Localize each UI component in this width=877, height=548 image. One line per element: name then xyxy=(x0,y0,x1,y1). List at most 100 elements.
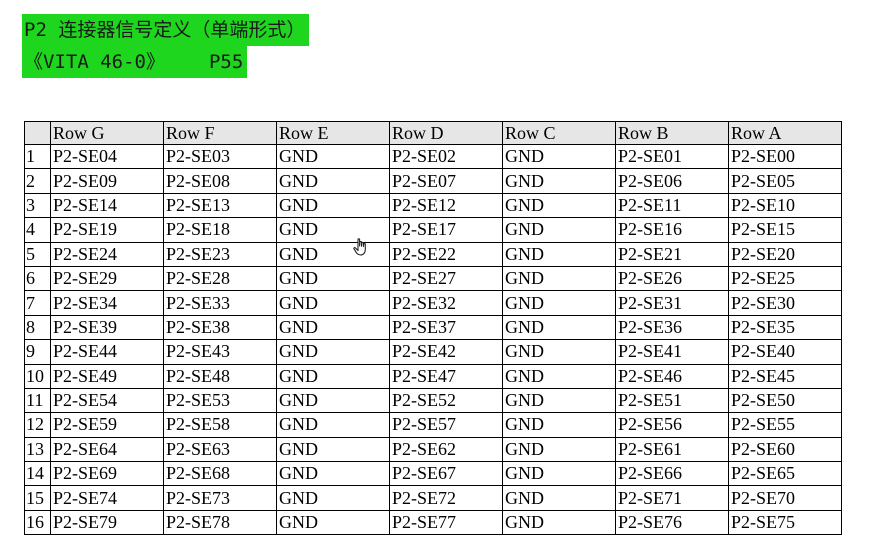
heading-block: P2 连接器信号定义（单端形式） 《VITA 46-0》 P55 xyxy=(22,14,310,78)
row-index-cell: 11 xyxy=(24,387,51,414)
table-row: 6 P2-SE29 P2-SE28 GND P2-SE27 GND P2-SE26 P2-SE… xyxy=(24,265,842,292)
table-cell: P2-SE41 xyxy=(615,339,729,365)
table-cell: GND xyxy=(276,168,390,194)
table-cell: GND xyxy=(502,143,616,170)
header-cell-row-f: Row F xyxy=(163,121,277,145)
table-cell: P2-SE68 xyxy=(163,461,277,487)
table-cell: P2-SE24 xyxy=(50,241,164,267)
table-row: 5 P2-SE24 P2-SE23 GND P2-SE22 GND P2-SE21 P2-SE… xyxy=(24,241,842,267)
table-row: 4 P2-SE19 P2-SE18 GND P2-SE17 GND P2-SE16 P2-SE… xyxy=(24,217,842,243)
page-title: P2 连接器信号定义（单端形式） xyxy=(22,14,310,46)
table-cell: P2-SE60 xyxy=(728,436,842,463)
table-row: 10 P2-SE49 P2-SE48 GND P2-SE47 GND P2-SE46 P2-S… xyxy=(24,363,842,389)
row-index-cell: 13 xyxy=(24,436,51,463)
row-index-cell: 4 xyxy=(24,217,51,243)
table-cell: P2-SE63 xyxy=(163,436,277,463)
table-cell: P2-SE64 xyxy=(50,436,164,463)
row-index-cell: 2 xyxy=(24,168,51,194)
table-cell: P2-SE40 xyxy=(728,339,842,365)
table-cell: P2-SE77 xyxy=(389,509,503,536)
table-cell: GND xyxy=(276,339,390,365)
table-row: 15 P2-SE74 P2-SE73 GND P2-SE72 GND P2-SE71 P2-S… xyxy=(24,485,842,511)
table-cell: P2-SE39 xyxy=(50,314,164,341)
table-cell: P2-SE05 xyxy=(728,168,842,194)
table-cell: P2-SE66 xyxy=(615,461,729,487)
header-cell-row-b: Row B xyxy=(615,121,729,145)
table-cell: P2-SE01 xyxy=(615,143,729,170)
page-bottom-edge xyxy=(0,540,877,548)
table-cell: GND xyxy=(502,387,616,414)
table-cell: P2-SE34 xyxy=(50,290,164,316)
table-cell: P2-SE73 xyxy=(163,485,277,511)
table-cell: P2-SE75 xyxy=(728,509,842,536)
page-subtitle: 《VITA 46-0》 P55 xyxy=(22,46,248,78)
row-index-cell: 8 xyxy=(24,314,51,341)
table-cell: P2-SE33 xyxy=(163,290,277,316)
table-row: 2 P2-SE09 P2-SE08 GND P2-SE07 GND P2-SE06 P2-SE… xyxy=(24,168,842,194)
table-cell: P2-SE59 xyxy=(50,412,164,438)
table-header: Row G Row F Row E Row D Row C Row B Row A xyxy=(24,121,842,145)
table-cell: P2-SE14 xyxy=(50,192,164,219)
table-cell: P2-SE65 xyxy=(728,461,842,487)
table-row: 7 P2-SE34 P2-SE33 GND P2-SE32 GND P2-SE31 P2-SE… xyxy=(24,290,842,316)
header-cell-row-d: Row D xyxy=(389,121,503,145)
table-cell: P2-SE36 xyxy=(615,314,729,341)
table-cell: P2-SE20 xyxy=(728,241,842,267)
signal-table-container: Row G Row F Row E Row D Row C Row B Row A 1 P2-… xyxy=(24,121,842,536)
table-cell: P2-SE02 xyxy=(389,143,503,170)
table-cell: P2-SE29 xyxy=(50,265,164,292)
row-index-cell: 16 xyxy=(24,509,51,536)
table-cell: GND xyxy=(502,339,616,365)
table-cell: P2-SE28 xyxy=(163,265,277,292)
table-cell: P2-SE67 xyxy=(389,461,503,487)
table-cell: P2-SE08 xyxy=(163,168,277,194)
header-cell-row-e: Row E xyxy=(276,121,390,145)
table-cell: GND xyxy=(502,461,616,487)
row-index-cell: 10 xyxy=(24,363,51,389)
table-cell: P2-SE74 xyxy=(50,485,164,511)
table-cell: P2-SE09 xyxy=(50,168,164,194)
table-cell: GND xyxy=(276,485,390,511)
table-cell: GND xyxy=(502,192,616,219)
table-body: 1 P2-SE04 P2-SE03 GND P2-SE02 GND P2-SE01 P2-SE… xyxy=(24,143,842,536)
table-cell: GND xyxy=(502,168,616,194)
table-cell: GND xyxy=(502,436,616,463)
table-cell: P2-SE42 xyxy=(389,339,503,365)
table-cell: P2-SE38 xyxy=(163,314,277,341)
header-cell-row-a: Row A xyxy=(728,121,842,145)
table-row: 11 P2-SE54 P2-SE53 GND P2-SE52 GND P2-SE51 P2-S… xyxy=(24,387,842,414)
table-cell: P2-SE79 xyxy=(50,509,164,536)
table-cell: P2-SE46 xyxy=(615,363,729,389)
table-cell: GND xyxy=(276,509,390,536)
table-cell: P2-SE07 xyxy=(389,168,503,194)
table-cell: P2-SE56 xyxy=(615,412,729,438)
table-cell: GND xyxy=(502,265,616,292)
table-cell: P2-SE44 xyxy=(50,339,164,365)
table-cell: P2-SE70 xyxy=(728,485,842,511)
table-row: 9 P2-SE44 P2-SE43 GND P2-SE42 GND P2-SE41 P2-SE… xyxy=(24,339,842,365)
table-cell: P2-SE45 xyxy=(728,363,842,389)
table-cell: P2-SE10 xyxy=(728,192,842,219)
table-cell: GND xyxy=(276,387,390,414)
row-index-cell: 15 xyxy=(24,485,51,511)
row-index-cell: 6 xyxy=(24,265,51,292)
table-cell: P2-SE62 xyxy=(389,436,503,463)
table-row: 14 P2-SE69 P2-SE68 GND P2-SE67 GND P2-SE66 P2-S… xyxy=(24,461,842,487)
table-cell: GND xyxy=(276,143,390,170)
table-cell: P2-SE43 xyxy=(163,339,277,365)
table-cell: P2-SE03 xyxy=(163,143,277,170)
table-row: 1 P2-SE04 P2-SE03 GND P2-SE02 GND P2-SE01 P2-SE… xyxy=(24,143,842,170)
table-row: 8 P2-SE39 P2-SE38 GND P2-SE37 GND P2-SE36 P2-SE… xyxy=(24,314,842,341)
table-cell: GND xyxy=(276,241,390,267)
table-cell: P2-SE31 xyxy=(615,290,729,316)
row-index-cell: 7 xyxy=(24,290,51,316)
table-cell: P2-SE52 xyxy=(389,387,503,414)
table-cell: P2-SE04 xyxy=(50,143,164,170)
table-cell: GND xyxy=(502,363,616,389)
table-cell: GND xyxy=(502,509,616,536)
table-cell: P2-SE69 xyxy=(50,461,164,487)
table-cell: P2-SE27 xyxy=(389,265,503,292)
table-cell: P2-SE53 xyxy=(163,387,277,414)
header-cell-row-c: Row C xyxy=(502,121,616,145)
row-index-cell: 1 xyxy=(24,143,51,170)
